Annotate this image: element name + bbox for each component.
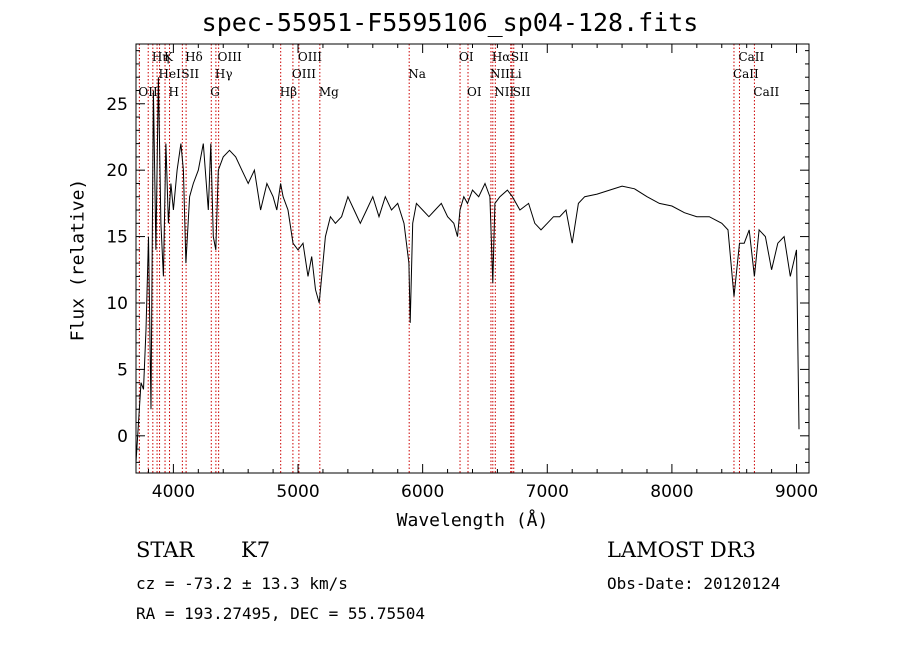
redshift-cz: cz = -73.2 ± 13.3 km/s [136,574,348,593]
line-label-Hβ: Hβ [280,85,297,99]
line-label-Hα: Hα [492,50,511,64]
line-label-OIII: OIII [292,67,316,81]
y-axis-label: Flux (relative) [67,178,89,342]
coordinates: RA = 193.27495, DEC = 55.75504 [136,604,425,623]
object-class: STAR [136,538,195,562]
line-labels: OIIHηHeIKHSIIHδGHγOIIIHβOIIIOIIIMgNaOIOI… [138,50,779,99]
observation-date: Obs-Date: 20120124 [607,574,781,593]
y-tick-label-10: 10 [106,294,128,314]
spectrum-series-flux [135,77,800,463]
y-tick-label-0: 0 [117,427,128,447]
line-label-OIII: OIII [218,50,242,64]
line-label-H: H [169,85,179,99]
axis-ticks: 4000 5000 6000 7000 8000 9000 0 5 10 15 20 25 [106,44,818,502]
line-label-SII: SII [181,67,199,81]
y-tick-label-15: 15 [106,228,128,248]
survey-name: LAMOST DR3 [607,538,756,562]
x-tick-label-8000: 8000 [650,482,693,502]
line-label-CaII: CaII [733,67,759,81]
x-tick-label-9000: 9000 [775,482,818,502]
line-label-NII: NII [494,85,514,99]
line-label-Li: Li [510,67,522,81]
x-tick-label-4000: 4000 [152,482,195,502]
line-label-CaII: CaII [738,50,764,64]
line-label-Hγ: Hγ [215,67,233,81]
line-label-Na: Na [408,67,426,81]
line-label-SII: SII [511,50,529,64]
line-label-G: G [210,85,220,99]
line-label-K: K [164,50,174,64]
plot-frame [135,43,810,474]
line-label-SII: SII [513,85,531,99]
x-tick-label-5000: 5000 [276,482,319,502]
line-label-OII: OII [138,85,158,99]
chart-title: spec-55951-F5595106_sp04-128.fits [201,8,699,37]
x-tick-label-7000: 7000 [526,482,569,502]
line-label-HeI: HeI [159,67,182,81]
line-label-Hδ: Hδ [185,50,203,64]
line-label-Mg: Mg [319,85,339,99]
line-label-Hη: Hη [152,50,170,64]
object-subclass: K7 [241,538,271,562]
line-label-OI: OI [459,50,474,64]
line-label-CaII: CaII [753,85,779,99]
x-axis-label: Wavelength (Å) [396,510,549,531]
y-tick-label-20: 20 [106,161,128,181]
y-tick-label-25: 25 [106,95,128,115]
line-label-OIII: OIII [298,50,322,64]
line-markers [138,44,755,473]
line-label-OI: OI [467,85,482,99]
y-tick-label-5: 5 [117,360,128,380]
line-label-NII: NII [490,67,510,81]
x-tick-label-6000: 6000 [401,482,444,502]
